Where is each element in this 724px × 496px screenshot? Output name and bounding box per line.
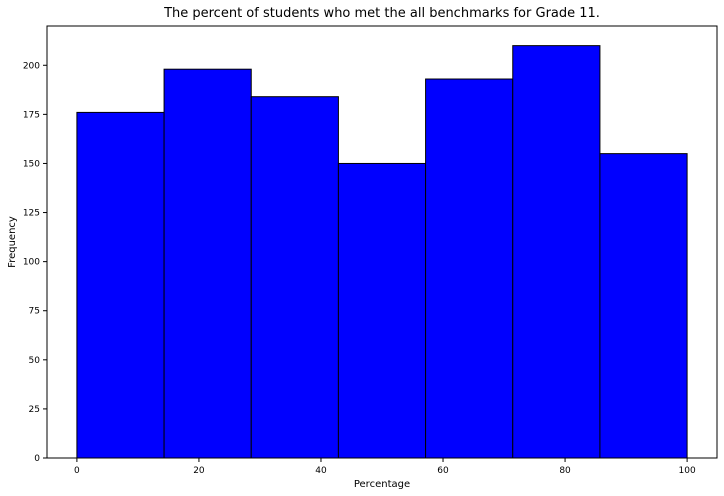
plot-frame [46,25,718,459]
histogram-bar [76,111,165,459]
y-tick-label: 100 [23,258,40,268]
bars-group [76,45,688,459]
histogram-bar [425,78,514,459]
x-tick-label: 20 [193,466,205,476]
x-axis-label: Percentage [354,479,410,490]
x-tick-label: 60 [437,466,449,476]
histogram-bar [163,68,252,459]
histogram-bar [250,96,339,459]
y-tick-label: 50 [29,356,41,366]
x-axis-ticks: 0 20 40 60 80 100 [74,458,696,476]
y-tick-label: 125 [23,209,40,219]
histogram-bar [599,153,688,459]
y-axis-ticks: 0 25 50 75 100 125 150 175 200 [23,61,47,464]
chart-title: The percent of students who met the all … [163,6,600,21]
x-tick-label: 0 [74,466,80,476]
x-tick-label: 100 [679,466,696,476]
y-tick-label: 75 [29,307,40,317]
x-tick-label: 40 [315,466,327,476]
y-axis-label: Frequency [7,216,18,268]
y-tick-label: 200 [23,61,40,71]
histogram-bar [337,162,427,459]
y-tick-label: 175 [23,110,40,120]
y-tick-label: 150 [23,159,40,169]
y-tick-label: 0 [34,454,40,464]
x-tick-label: 80 [559,466,571,476]
y-tick-label: 25 [29,405,40,415]
histogram-bar [512,45,601,459]
